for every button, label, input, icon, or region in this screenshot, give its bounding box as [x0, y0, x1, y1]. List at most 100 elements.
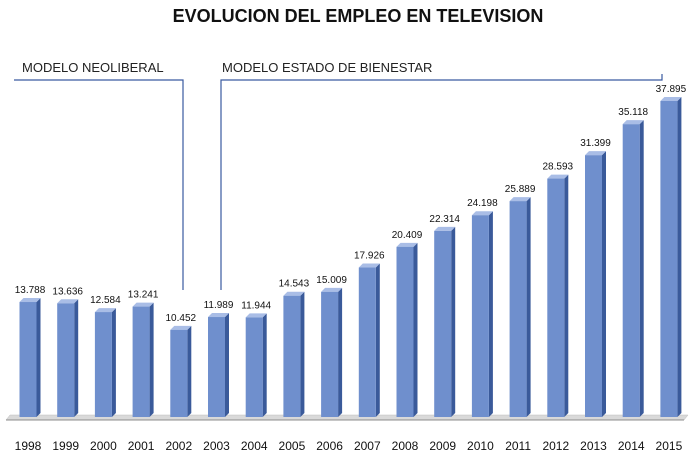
x-tick-2012: 2012 [542, 439, 569, 453]
bar-side [111, 308, 116, 417]
annotation-bienestar: MODELO ESTADO DE BIENESTAR [220, 60, 663, 290]
value-label-2013: 31.399 [580, 138, 611, 149]
bar-top [132, 302, 154, 307]
x-tick-2009: 2009 [429, 439, 456, 453]
value-labels: 13.788 13.636 12.584 13.241 10.452 11.989 11.9… [15, 84, 687, 324]
value-label-2010: 24.198 [467, 198, 498, 209]
x-tick-2001: 2001 [128, 439, 155, 453]
bar-side [639, 120, 644, 418]
bar-front [396, 246, 414, 417]
value-label-2006: 15.009 [316, 275, 347, 286]
bar-2006 [321, 287, 343, 417]
bar-front [132, 306, 150, 417]
bar-top [245, 313, 267, 318]
bar-front [94, 312, 112, 417]
bar-top [585, 151, 606, 156]
x-tick-2013: 2013 [580, 439, 607, 453]
bar-front [57, 303, 75, 417]
x-tick-2004: 2004 [241, 439, 268, 453]
value-label-2007: 17.926 [354, 251, 385, 262]
x-tick-2008: 2008 [392, 439, 419, 453]
bar-side [225, 313, 229, 417]
bar-front [208, 317, 225, 417]
value-label-2015: 37.895 [656, 84, 687, 95]
bar-2014 [622, 120, 644, 418]
bar-front [547, 178, 565, 417]
bar-side [413, 242, 418, 417]
bar-side [300, 291, 305, 417]
bar-2004 [245, 313, 267, 417]
bar-front [509, 201, 527, 417]
bar-side [526, 197, 531, 417]
value-label-2009: 22.314 [429, 214, 460, 225]
bar-2001 [132, 302, 154, 417]
bar-2007 [358, 263, 380, 417]
bar-side [602, 151, 606, 417]
x-tick-2005: 2005 [279, 439, 306, 453]
bar-front [170, 329, 188, 417]
bar-1999 [57, 299, 79, 417]
value-label-2002: 10.452 [166, 313, 197, 324]
bar-side [451, 226, 456, 417]
value-label-2011: 25.889 [505, 184, 536, 195]
annotation-bienestar-label: MODELO ESTADO DE BIENESTAR [222, 60, 432, 75]
x-tick-2007: 2007 [354, 439, 381, 453]
x-tick-1998: 1998 [15, 439, 42, 453]
bar-top [622, 120, 644, 125]
bar-side [338, 287, 343, 417]
bar-top [358, 263, 380, 268]
bar-top [660, 97, 682, 101]
value-label-2000: 12.584 [90, 295, 121, 306]
bar-top [509, 197, 531, 202]
bar-2012 [547, 174, 569, 417]
bar-top [170, 325, 192, 330]
bar-2013 [585, 151, 606, 417]
bar-side [677, 97, 682, 417]
value-label-2014: 35.118 [618, 107, 648, 118]
value-label-2001: 13.241 [128, 290, 159, 301]
bar-front [358, 267, 376, 417]
bar-1998 [19, 298, 41, 417]
annotation-neoliberal: MODELO NEOLIBERAL [14, 60, 184, 290]
x-tick-2006: 2006 [316, 439, 343, 453]
annotation-bienestar-bracket [220, 74, 663, 290]
value-label-1998: 13.788 [15, 285, 46, 296]
bar-side [262, 313, 267, 417]
value-label-2004: 11.944 [241, 300, 271, 311]
bar-2009 [434, 226, 456, 417]
bar-front [434, 230, 452, 417]
bar-series [19, 97, 682, 418]
bar-top [434, 226, 456, 231]
bar-side [564, 174, 569, 417]
bar-top [94, 308, 116, 313]
bar-front [622, 124, 640, 418]
bar-side [74, 299, 79, 417]
x-tick-2010: 2010 [467, 439, 494, 453]
value-label-1999: 13.636 [52, 286, 83, 297]
bar-2000 [94, 308, 116, 417]
x-tick-1999: 1999 [52, 439, 79, 453]
bar-2010 [471, 211, 493, 417]
x-axis-ticks: 1998 1999 2000 2001 2002 2003 2004 2005 2006 2007… [15, 439, 683, 453]
bar-side [488, 211, 493, 417]
bar-front [321, 291, 339, 417]
value-label-2003: 11.989 [204, 300, 234, 311]
bar-top [396, 242, 418, 247]
bar-front [660, 101, 678, 417]
bar-side [36, 298, 41, 417]
x-tick-2003: 2003 [203, 439, 230, 453]
x-tick-2014: 2014 [618, 439, 645, 453]
bar-top [57, 299, 79, 304]
bar-top [19, 298, 41, 303]
value-label-2012: 28.593 [543, 162, 574, 173]
bar-2005 [283, 291, 305, 417]
x-tick-2002: 2002 [165, 439, 192, 453]
x-tick-2011: 2011 [505, 439, 531, 453]
bar-front [283, 295, 301, 417]
value-label-2005: 14.543 [279, 279, 310, 290]
bar-2011 [509, 197, 531, 417]
bar-front [471, 215, 489, 417]
bar-front [585, 155, 602, 417]
bar-top [283, 291, 305, 296]
